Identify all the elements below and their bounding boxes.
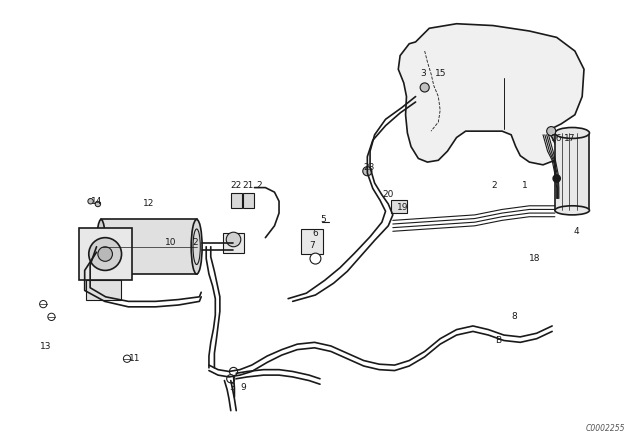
Text: 16: 16 — [551, 134, 563, 143]
FancyBboxPatch shape — [86, 280, 121, 301]
Text: 5: 5 — [320, 215, 326, 224]
Text: 8: 8 — [511, 312, 517, 321]
Circle shape — [310, 253, 321, 264]
Text: 14: 14 — [91, 197, 102, 206]
Circle shape — [229, 367, 237, 375]
Text: 23: 23 — [364, 163, 375, 172]
Text: 18: 18 — [529, 254, 541, 263]
Ellipse shape — [97, 220, 106, 274]
Text: 1: 1 — [522, 181, 528, 190]
Circle shape — [48, 313, 55, 320]
Text: 3: 3 — [229, 383, 235, 392]
Text: 2: 2 — [256, 181, 262, 190]
PathPatch shape — [398, 24, 584, 165]
Circle shape — [227, 375, 235, 383]
Ellipse shape — [191, 220, 202, 274]
Text: 3: 3 — [420, 69, 426, 78]
Text: 9: 9 — [240, 383, 246, 392]
FancyBboxPatch shape — [223, 233, 244, 253]
Ellipse shape — [555, 206, 589, 215]
Circle shape — [420, 83, 429, 92]
Text: 21: 21 — [243, 181, 254, 190]
Text: 17: 17 — [564, 134, 575, 143]
Text: 11: 11 — [129, 354, 140, 363]
FancyBboxPatch shape — [231, 193, 242, 207]
Circle shape — [40, 301, 47, 308]
Circle shape — [95, 201, 100, 207]
Circle shape — [88, 198, 93, 204]
Circle shape — [98, 247, 113, 261]
Text: 2: 2 — [193, 238, 198, 247]
Text: 2: 2 — [491, 181, 497, 190]
Text: 12: 12 — [143, 199, 155, 208]
Circle shape — [547, 127, 556, 136]
FancyBboxPatch shape — [243, 193, 253, 207]
Text: 20: 20 — [382, 190, 393, 199]
Text: 6: 6 — [313, 228, 319, 237]
Text: C0002255: C0002255 — [586, 424, 625, 433]
FancyBboxPatch shape — [555, 133, 589, 211]
Text: 4: 4 — [573, 227, 579, 236]
Circle shape — [553, 175, 561, 182]
Text: 22: 22 — [231, 181, 242, 190]
Circle shape — [89, 237, 122, 271]
Circle shape — [363, 167, 372, 176]
Text: 13: 13 — [40, 342, 51, 351]
Text: 10: 10 — [165, 238, 177, 247]
FancyBboxPatch shape — [101, 220, 196, 274]
Circle shape — [124, 355, 131, 362]
Text: B: B — [495, 336, 501, 345]
FancyBboxPatch shape — [79, 228, 132, 280]
FancyBboxPatch shape — [391, 200, 408, 213]
Circle shape — [226, 232, 241, 247]
Text: 19: 19 — [397, 203, 409, 212]
Ellipse shape — [555, 128, 589, 138]
FancyBboxPatch shape — [301, 228, 323, 254]
Text: 7: 7 — [309, 241, 315, 250]
Text: 15: 15 — [435, 69, 446, 78]
